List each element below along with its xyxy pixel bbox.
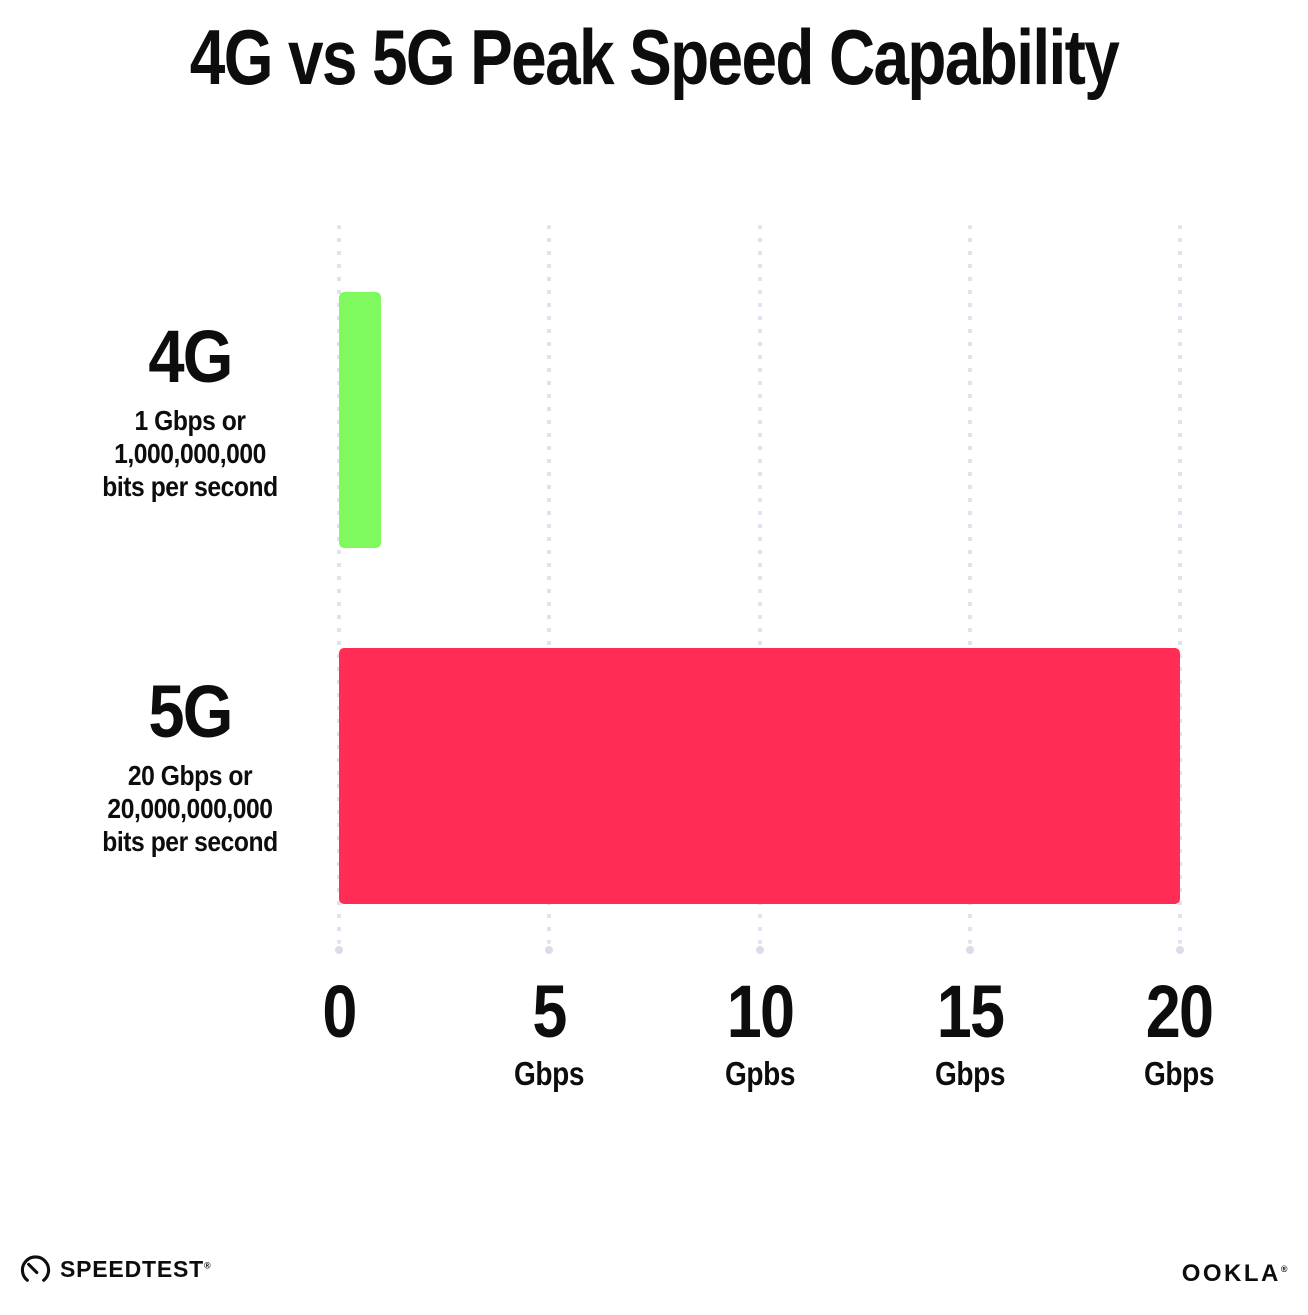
- gridline-20: [1176, 225, 1184, 954]
- gridline-0: [335, 225, 343, 954]
- x-tick-unit: Gbps: [935, 1055, 1005, 1092]
- gridline-5: [545, 225, 554, 954]
- ookla-logo: OOKLA®: [1182, 1260, 1290, 1288]
- row-label-4g-description: 1 Gbps or 1,000,000,000 bits per second: [67, 404, 313, 503]
- row-label-4g: 4G 1 Gbps or 1,000,000,000 bits per seco…: [67, 320, 313, 503]
- speedtest-trademark: ®: [203, 1260, 212, 1271]
- desc-line: 20 Gbps or: [127, 760, 253, 791]
- bar-4g: [339, 292, 382, 548]
- x-tick-value: 5: [532, 970, 567, 1053]
- gridline-end-dot: [1176, 946, 1184, 954]
- x-tick-unit: Gbps: [514, 1055, 584, 1092]
- x-tick-15: 15 Gbps: [877, 975, 1064, 1093]
- row-label-4g-title: 4G: [148, 315, 233, 398]
- speedtest-wordmark: SPEEDTEST®: [60, 1256, 212, 1282]
- ookla-trademark: ®: [1280, 1264, 1290, 1274]
- gridline-end-dot: [335, 946, 343, 954]
- x-tick-value: 15: [936, 970, 1005, 1053]
- x-tick-10: 10 Gpbs: [667, 975, 854, 1093]
- desc-line: 1 Gbps or: [134, 405, 246, 436]
- x-tick-value: 0: [322, 970, 357, 1053]
- row-label-5g: 5G 20 Gbps or 20,000,000,000 bits per se…: [67, 675, 313, 858]
- gridline-end-dot: [755, 946, 764, 954]
- x-tick-value: 10: [726, 970, 795, 1053]
- desc-line: bits per second: [102, 826, 278, 858]
- desc-line: 1,000,000,000: [114, 438, 266, 470]
- x-tick-unit: Gbps: [1144, 1055, 1214, 1092]
- page-title: 4G vs 5G Peak Speed Capability: [189, 13, 1120, 101]
- speedtest-gauge-icon: [20, 1254, 51, 1285]
- gridline-end-dot: [545, 946, 554, 954]
- speedtest-logo: SPEEDTEST®: [20, 1254, 211, 1285]
- x-tick-value: 20: [1145, 970, 1214, 1053]
- row-label-5g-title: 5G: [148, 670, 233, 753]
- x-tick-0: 0: [246, 975, 433, 1055]
- x-tick-5: 5 Gbps: [456, 975, 643, 1093]
- x-tick-unit: Gpbs: [725, 1055, 795, 1092]
- desc-line: bits per second: [102, 471, 278, 503]
- row-label-5g-description: 20 Gbps or 20,000,000,000 bits per secon…: [67, 759, 313, 858]
- ookla-wordmark: OOKLA: [1181, 1260, 1281, 1287]
- bar-chart: [335, 225, 1184, 958]
- desc-line: 20,000,000,000: [107, 793, 273, 825]
- gridline-15: [965, 225, 974, 954]
- gridline-10: [755, 225, 764, 954]
- bar-5g: [339, 648, 1180, 904]
- gridline-end-dot: [965, 946, 974, 954]
- x-tick-20: 20 Gbps: [1086, 975, 1273, 1093]
